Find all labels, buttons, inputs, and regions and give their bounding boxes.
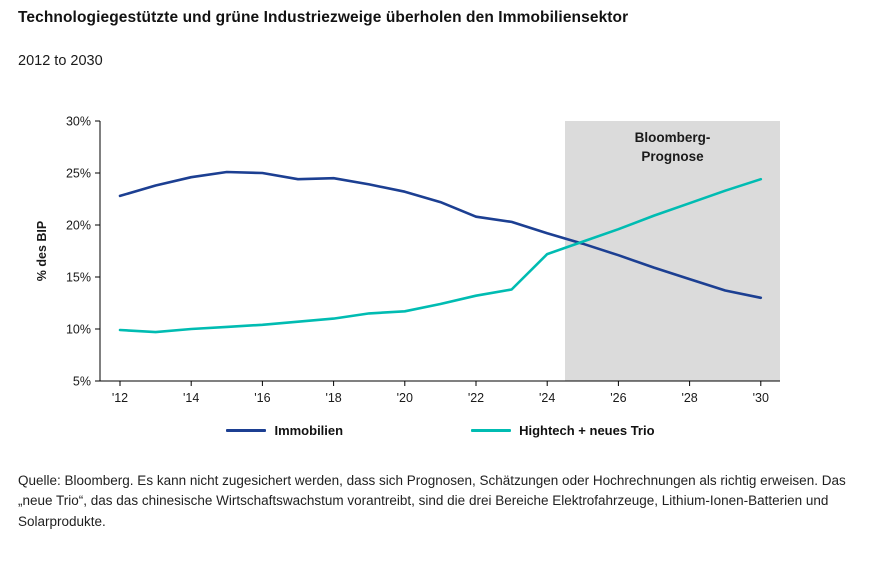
legend-label-immobilien: Immobilien	[274, 422, 344, 438]
x-tick-label: '20	[397, 391, 413, 405]
legend-item-hightech: Hightech + neues Trio	[471, 422, 655, 438]
chart-subtitle: 2012 to 2030	[18, 53, 103, 69]
x-tick-label: '14	[183, 391, 199, 405]
forecast-label: Bloomberg-	[635, 130, 711, 145]
x-tick-label: '16	[254, 391, 270, 405]
x-tick-label: '26	[610, 391, 626, 405]
y-tick-label: 15%	[66, 271, 91, 285]
legend-item-immobilien: Immobilien	[226, 423, 343, 438]
legend-label-hightech: Hightech + neues Trio	[519, 422, 655, 438]
y-tick-label: 20%	[66, 219, 91, 233]
x-tick-label: '28	[681, 391, 697, 405]
y-tick-label: 30%	[66, 115, 91, 129]
forecast-region	[565, 121, 780, 381]
y-axis-title: % des BIP	[35, 221, 49, 281]
legend-line-hightech	[471, 428, 512, 432]
x-tick-label: '22	[468, 391, 484, 405]
y-tick-label: 25%	[66, 167, 91, 181]
x-tick-label: '30	[753, 391, 769, 405]
x-tick-label: '18	[325, 391, 341, 405]
y-tick-label: 10%	[66, 323, 91, 337]
x-tick-label: '12	[112, 391, 128, 405]
chart-area: 5% 10% 15% 20% 25% 30% '12 '14 '16 '18 '20 '22 '24 '2…	[0, 109, 881, 441]
source-note: Quelle: Bloomberg. Es kann nicht zugesic…	[18, 473, 846, 529]
immobilien-line	[118, 170, 763, 300]
line-chart: 5% 10% 15% 20% 25% 30% '12 '14 '16 '18 '20 '22 '24 '2…	[35, 115, 780, 405]
chart-legend: Immobilien Hightech + neues Trio	[0, 419, 881, 441]
hightech-line	[118, 177, 763, 334]
x-tick-label: '24	[539, 391, 555, 405]
chart-title: Technologiegestützte und grüne Industrie…	[18, 9, 629, 26]
forecast-label: Prognose	[641, 149, 704, 164]
y-tick-label: 5%	[73, 375, 91, 389]
legend-line-immobilien	[226, 428, 267, 432]
